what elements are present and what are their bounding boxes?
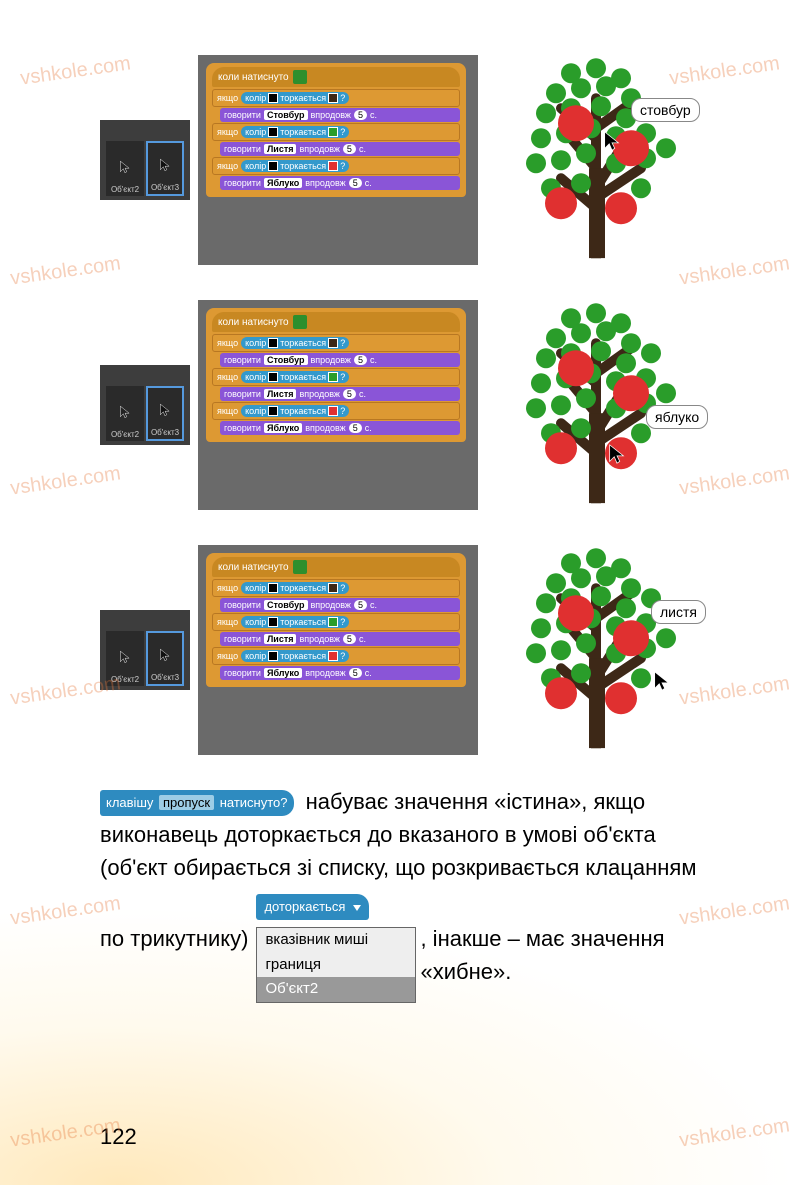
hat-block[interactable]: коли натиснуто — [212, 67, 460, 87]
color-touching-block[interactable]: колір торкається ? — [241, 650, 349, 662]
sprite-panel: Об'єкт2 Об'єкт3 — [100, 610, 190, 690]
say-block[interactable]: говорити Яблуко впродовж 5 с. — [220, 176, 460, 190]
speech-bubble: листя — [651, 600, 706, 624]
dropdown-menu[interactable]: вказівник миші границя Об'єкт2 — [256, 927, 416, 1003]
hat-block[interactable]: коли натиснуто — [212, 557, 460, 577]
if-block[interactable]: якщо колір торкається ? — [212, 579, 460, 597]
sprite-slot-2[interactable]: Об'єкт3 — [146, 631, 184, 686]
say-block[interactable]: говорити Стовбур впродовж 5 с. — [220, 598, 460, 612]
speech-bubble: стовбур — [631, 98, 700, 122]
script-stack: коли натиснуто якщо колір торкається ? г… — [206, 308, 466, 442]
say-block[interactable]: говорити Листя впродовж 5 с. — [220, 632, 460, 646]
color-touching-block[interactable]: колір торкається ? — [241, 92, 349, 104]
color-touching-block[interactable]: колір торкається ? — [241, 582, 349, 594]
cursor-icon — [651, 670, 673, 697]
color-touching-block[interactable]: колір торкається ? — [241, 616, 349, 628]
if-block[interactable]: якщо колір торкається ? — [212, 123, 460, 141]
say-block[interactable]: говорити Яблуко впродовж 5 с. — [220, 666, 460, 680]
green-flag-icon — [293, 560, 307, 574]
script-panel: коли натиснуто якщо колір торкається ? г… — [198, 300, 478, 510]
say-block[interactable]: говорити Стовбур впродовж 5 с. — [220, 353, 460, 367]
hat-block[interactable]: коли натиснуто — [212, 312, 460, 332]
stage: листя — [486, 540, 716, 760]
if-block[interactable]: якщо колір торкається ? — [212, 89, 460, 107]
page-number: 122 — [100, 1124, 137, 1150]
body-line-2b: , інакше – має значення «хибне». — [420, 922, 720, 988]
say-block[interactable]: говорити Листя впродовж 5 с. — [220, 387, 460, 401]
if-block[interactable]: якщо колір торкається ? — [212, 368, 460, 386]
tree-graphic — [501, 293, 701, 508]
dropdown-opt-pointer[interactable]: вказівник миші — [257, 928, 415, 953]
script-panel: коли натиснуто якщо колір торкається ? г… — [198, 55, 478, 265]
color-touching-block[interactable]: колір торкається ? — [241, 337, 349, 349]
sprite-slot-2[interactable]: Об'єкт3 — [146, 141, 184, 196]
say-block[interactable]: говорити Стовбур впродовж 5 с. — [220, 108, 460, 122]
cursor-icon — [601, 130, 623, 157]
dropdown-opt-object2[interactable]: Об'єкт2 — [257, 977, 415, 1002]
if-block[interactable]: якщо колір торкається ? — [212, 334, 460, 352]
sprite-slot-1[interactable]: Об'єкт2 — [106, 631, 144, 686]
touching-dropdown: доторкається вказівник миші границя Об'є… — [256, 894, 416, 1003]
color-touching-block[interactable]: колір торкається ? — [241, 160, 349, 172]
green-flag-icon — [293, 315, 307, 329]
dropdown-opt-edge[interactable]: границя — [257, 953, 415, 978]
if-block[interactable]: якщо колір торкається ? — [212, 402, 460, 420]
key-pressed-block: клавішу пропуск натиснуто? — [100, 790, 294, 816]
body-line-2a: по трикутнику) — [100, 922, 248, 955]
script-panel: коли натиснуто якщо колір торкається ? г… — [198, 545, 478, 755]
stage: яблуко — [486, 295, 716, 515]
say-block[interactable]: говорити Яблуко впродовж 5 с. — [220, 421, 460, 435]
sprite-panel: Об'єкт2 Об'єкт3 — [100, 120, 190, 200]
page-content: Об'єкт2 Об'єкт3 коли натиснуто якщо колі… — [0, 0, 800, 1033]
body-text: клавішу пропуск натиснуто? набуває значе… — [100, 785, 720, 1003]
green-flag-icon — [293, 70, 307, 84]
tree-graphic — [501, 538, 701, 753]
example-row-3: Об'єкт2 Об'єкт3 коли натиснуто якщо колі… — [100, 540, 720, 760]
if-block[interactable]: якщо колір торкається ? — [212, 157, 460, 175]
sprite-slot-2[interactable]: Об'єкт3 — [146, 386, 184, 441]
color-touching-block[interactable]: колір торкається ? — [241, 371, 349, 383]
sprite-slot-1[interactable]: Об'єкт2 — [106, 386, 144, 441]
sprite-slot-1[interactable]: Об'єкт2 — [106, 141, 144, 196]
stage: стовбур — [486, 50, 716, 270]
if-block[interactable]: якщо колір торкається ? — [212, 613, 460, 631]
sprite-panel: Об'єкт2 Об'єкт3 — [100, 365, 190, 445]
say-block[interactable]: говорити Листя впродовж 5 с. — [220, 142, 460, 156]
speech-bubble: яблуко — [646, 405, 708, 429]
color-touching-block[interactable]: колір торкається ? — [241, 405, 349, 417]
if-block[interactable]: якщо колір торкається ? — [212, 647, 460, 665]
color-touching-block[interactable]: колір торкається ? — [241, 126, 349, 138]
script-stack: коли натиснуто якщо колір торкається ? г… — [206, 553, 466, 687]
script-stack: коли натиснуто якщо колір торкається ? г… — [206, 63, 466, 197]
cursor-icon — [606, 443, 628, 470]
example-row-1: Об'єкт2 Об'єкт3 коли натиснуто якщо колі… — [100, 50, 720, 270]
example-row-2: Об'єкт2 Об'єкт3 коли натиснуто якщо колі… — [100, 295, 720, 515]
